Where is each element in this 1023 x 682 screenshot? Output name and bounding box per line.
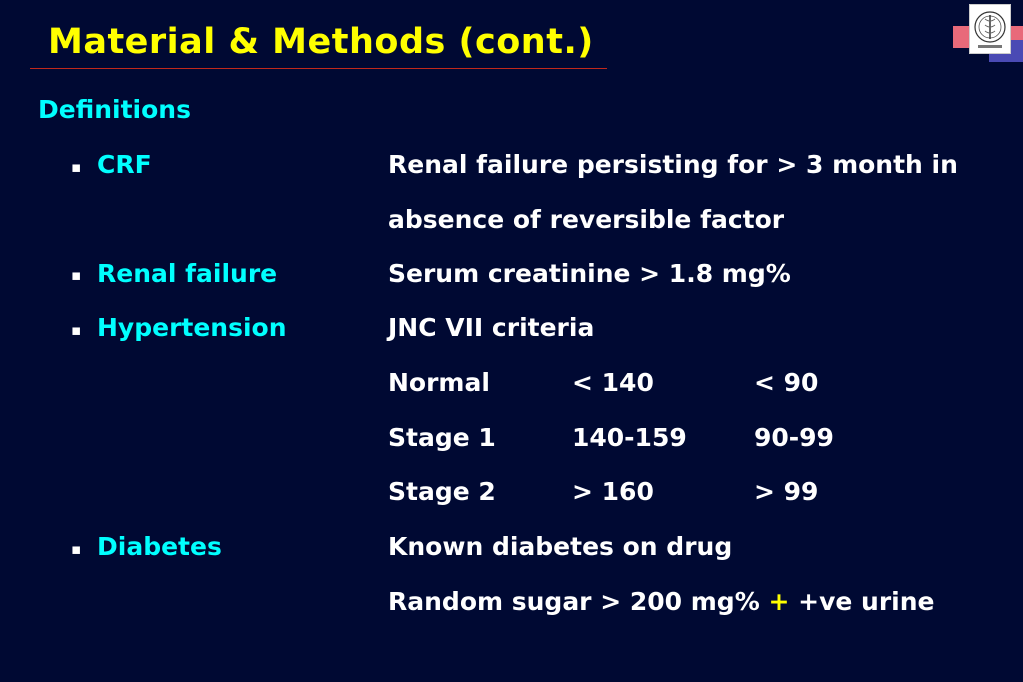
bp-systolic: < 140 xyxy=(572,368,654,397)
logo xyxy=(953,0,1023,62)
term-diabetes: Diabetes xyxy=(97,532,222,561)
diabetes-definition-line1: Known diabetes on drug xyxy=(388,532,733,561)
term-crf: CRF xyxy=(97,150,152,179)
plus-sign: + xyxy=(768,587,790,616)
bullet-icon: ▪ xyxy=(71,158,82,176)
bp-stage-label: Stage 2 xyxy=(388,477,496,506)
institution-emblem-icon xyxy=(969,4,1011,54)
section-heading: Definitions xyxy=(38,95,191,124)
crf-definition-line2: absence of reversible factor xyxy=(388,205,785,234)
bp-diastolic: < 90 xyxy=(754,368,819,397)
title-underline xyxy=(30,68,607,69)
term-renal-failure: Renal failure xyxy=(97,259,278,288)
hypertension-criteria: JNC VII criteria xyxy=(388,313,595,342)
bp-systolic: > 160 xyxy=(572,477,654,506)
diabetes-definition-line2: Random sugar > 200 mg% + +ve urine xyxy=(388,587,935,616)
bp-stage-label: Stage 1 xyxy=(388,423,496,452)
crf-definition-line1: Renal failure persisting for > 3 month i… xyxy=(388,150,958,179)
bp-stage-label: Normal xyxy=(388,368,490,397)
bullet-icon: ▪ xyxy=(71,321,82,339)
bp-systolic: 140-159 xyxy=(572,423,687,452)
bp-diastolic: > 99 xyxy=(754,477,819,506)
bullet-icon: ▪ xyxy=(71,266,82,284)
bullet-icon: ▪ xyxy=(71,540,82,558)
bp-diastolic: 90-99 xyxy=(754,423,834,452)
random-sugar-criterion: Random sugar > 200 mg% xyxy=(388,587,760,616)
renal-failure-definition: Serum creatinine > 1.8 mg% xyxy=(388,259,791,288)
urine-criterion: +ve urine xyxy=(798,587,935,616)
term-hypertension: Hypertension xyxy=(97,313,287,342)
slide-title: Material & Methods (cont.) xyxy=(48,22,594,62)
